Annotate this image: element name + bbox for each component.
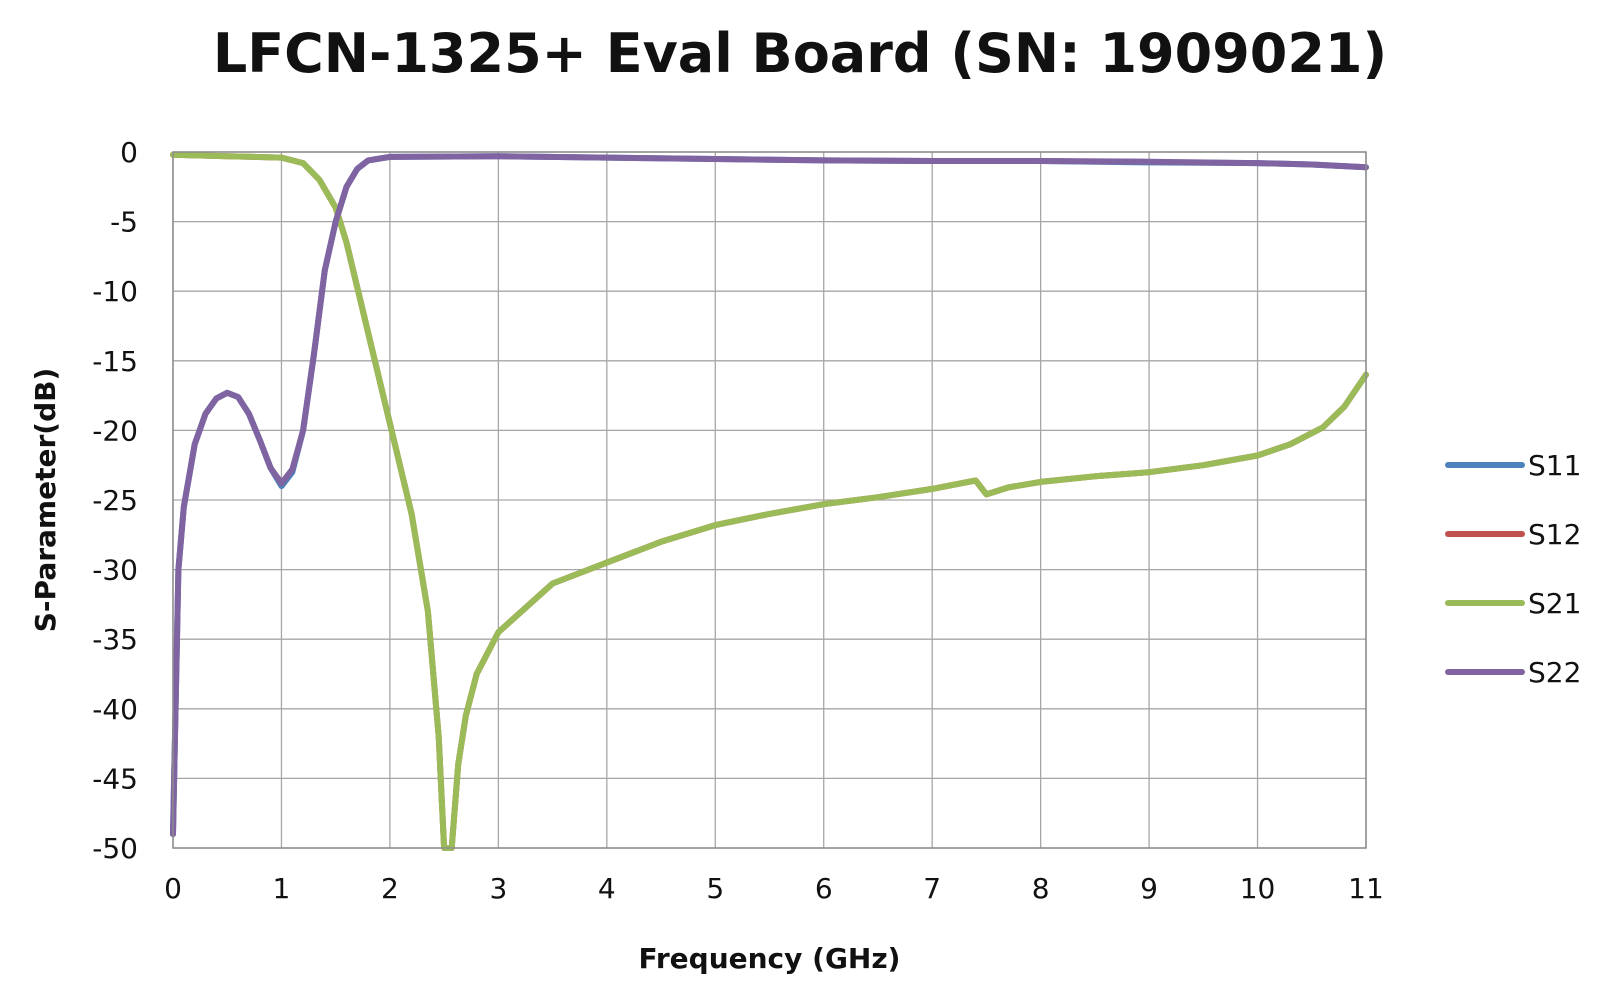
series-line-s22 [170, 153, 1369, 838]
x-axis-title: Frequency (GHz) [639, 942, 901, 975]
x-tick-label: 8 [1032, 872, 1050, 905]
x-tick-label: 11 [1348, 872, 1384, 905]
x-tick-label: 6 [815, 872, 833, 905]
y-axis-ticks: 0 -5 -10 -15 -20 -25 -30 -35 -40 -45 -50 [92, 136, 138, 865]
y-tick-label: -30 [92, 554, 138, 587]
x-tick-label: 5 [706, 872, 724, 905]
y-tick-label: -40 [92, 693, 138, 726]
plot-area [172, 151, 1367, 849]
grid [172, 151, 1367, 849]
y-tick-label: 0 [120, 136, 138, 169]
y-tick-label: -5 [110, 206, 138, 239]
y-tick-label: -35 [92, 623, 138, 656]
legend-label-s21: S21 [1528, 587, 1581, 620]
legend-label-s11: S11 [1528, 449, 1581, 482]
y-tick-label: -45 [92, 762, 138, 795]
legend-label-s12: S12 [1528, 518, 1581, 551]
y-tick-label: -25 [92, 484, 138, 517]
y-tick-label: -10 [92, 275, 138, 308]
x-tick-label: 1 [273, 872, 291, 905]
series-lines [170, 151, 1369, 851]
x-tick-label: 4 [598, 872, 616, 905]
x-tick-label: 10 [1240, 872, 1276, 905]
series-line-s21 [170, 151, 1369, 851]
legend-label-s22: S22 [1528, 656, 1581, 689]
y-tick-label: -15 [92, 345, 138, 378]
x-tick-label: 2 [381, 872, 399, 905]
y-tick-label: -50 [92, 832, 138, 865]
x-tick-label: 7 [923, 872, 941, 905]
chart-title: LFCN-1325+ Eval Board (SN: 1909021) [212, 22, 1388, 85]
x-tick-label: 9 [1140, 872, 1158, 905]
y-axis-title: S-Parameter(dB) [29, 368, 62, 632]
x-axis-ticks: 0 1 2 3 4 5 6 7 8 9 10 11 [164, 872, 1384, 905]
x-tick-label: 3 [489, 872, 507, 905]
x-tick-label: 0 [164, 872, 182, 905]
y-tick-label: -20 [92, 414, 138, 447]
legend: S11 S12 S21 S22 [1445, 449, 1581, 689]
